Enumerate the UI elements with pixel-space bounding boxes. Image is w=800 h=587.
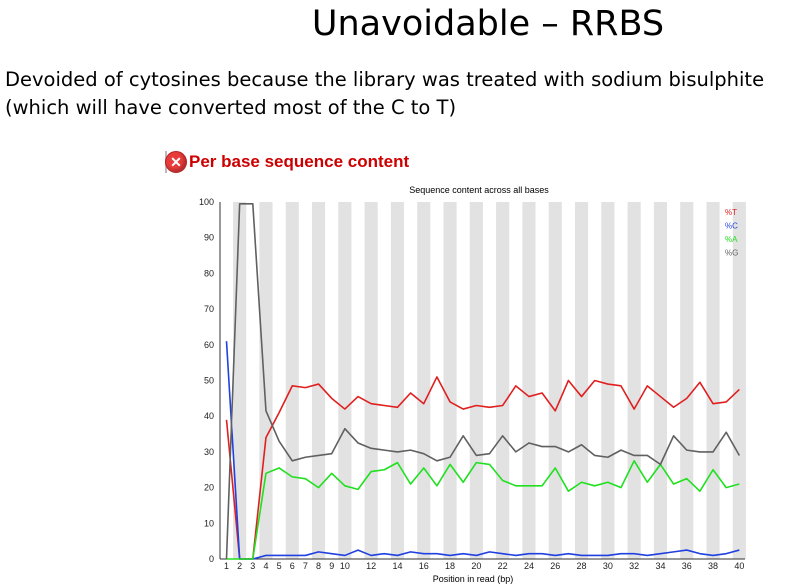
x-tick-label: 8 (316, 561, 321, 571)
error-x-icon: ✕ (165, 151, 187, 173)
x-tick-label: 28 (577, 561, 587, 571)
x-tick-label: 24 (524, 561, 534, 571)
grid-band (443, 202, 457, 559)
grid-band (574, 202, 589, 559)
y-tick-labels: 0 10 20 30 40 50 60 70 80 90 100 (199, 197, 214, 564)
grid-band (496, 202, 510, 559)
x-tick-label: 32 (629, 561, 639, 571)
panel-header: ✕ Per base sequence content (165, 148, 409, 176)
grid-band (390, 202, 405, 559)
grid-band (417, 202, 431, 559)
y-tick-label: 30 (204, 447, 214, 457)
panel-title: Per base sequence content (189, 152, 410, 171)
grid-band (653, 202, 668, 559)
series-line-pct-c (225, 341, 740, 560)
y-tick-label: 10 (204, 518, 214, 528)
chart-axes (219, 202, 745, 560)
x-tick-label: 9 (329, 561, 334, 571)
x-tick-label: 22 (498, 561, 508, 571)
y-tick-label: 40 (204, 411, 214, 421)
chart-legend: %T %C %A %G (725, 208, 738, 258)
chart-bands (233, 202, 746, 559)
grid-band (601, 202, 615, 559)
y-tick-label: 0 (209, 554, 214, 564)
x-tick-label: 30 (603, 561, 613, 571)
x-tick-label: 3 (250, 561, 255, 571)
y-tick-label: 70 (204, 304, 214, 314)
legend-entry: %G (725, 249, 738, 258)
grid-band (338, 202, 352, 559)
x-tick-label: 2 (237, 561, 242, 571)
y-tick-label: 80 (204, 268, 214, 278)
x-tick-labels: 1 2 3 4 5 6 7 8 9 10 12 14 16 18 20 22 24 26 28 30 32 34 36 38 4… (224, 561, 744, 571)
x-axis-label: Position in read (bp) (433, 574, 514, 584)
x-tick-label: 34 (655, 561, 665, 571)
x-tick-label: 4 (263, 561, 268, 571)
series-line-pct-g (225, 202, 741, 560)
slide-body-text: Devoided of cytosines because the librar… (5, 66, 800, 122)
y-tick-label: 20 (204, 483, 214, 493)
chart-title: Sequence content across all bases (409, 185, 549, 195)
grid-band (285, 202, 299, 559)
body-line-1: Devoided of cytosines because the librar… (5, 68, 765, 91)
x-tick-label: 16 (419, 561, 429, 571)
series-line-pct-a (226, 460, 740, 560)
legend-entry: %T (725, 208, 737, 217)
legend-entry: %A (725, 235, 738, 244)
x-tick-label: 14 (392, 561, 402, 571)
grid-band (732, 202, 746, 559)
x-tick-label: 5 (277, 561, 282, 571)
grid-band (364, 202, 378, 559)
grid-band (627, 202, 641, 559)
x-tick-label: 20 (471, 561, 481, 571)
x-tick-label: 18 (445, 561, 455, 571)
x-tick-label: 12 (366, 561, 376, 571)
x-tick-label: 36 (682, 561, 692, 571)
y-tick-label: 50 (204, 376, 214, 386)
body-line-2: (which will have converted most of the C… (5, 96, 457, 119)
x-tick-label: 38 (708, 561, 718, 571)
x-tick-label: 6 (290, 561, 295, 571)
slide-title: Unavoidable – RRBS (311, 4, 665, 44)
y-tick-label: 90 (204, 233, 214, 243)
y-tick-label: 100 (199, 197, 214, 207)
grid-band (706, 202, 720, 559)
y-tick-label: 60 (204, 340, 214, 350)
x-tick-label: 7 (303, 561, 308, 571)
legend-entry: %C (725, 222, 738, 231)
x-tick-label: 26 (550, 561, 560, 571)
grid-band (311, 202, 326, 559)
x-tick-label: 40 (734, 561, 744, 571)
x-tick-label: 1 (224, 561, 229, 571)
grid-band (548, 202, 562, 559)
grid-band (469, 202, 483, 559)
grid-band (680, 202, 694, 559)
x-tick-label: 10 (340, 561, 350, 571)
grid-band (522, 202, 536, 559)
series-line-pct-t (225, 376, 740, 560)
series-lines (225, 202, 741, 560)
